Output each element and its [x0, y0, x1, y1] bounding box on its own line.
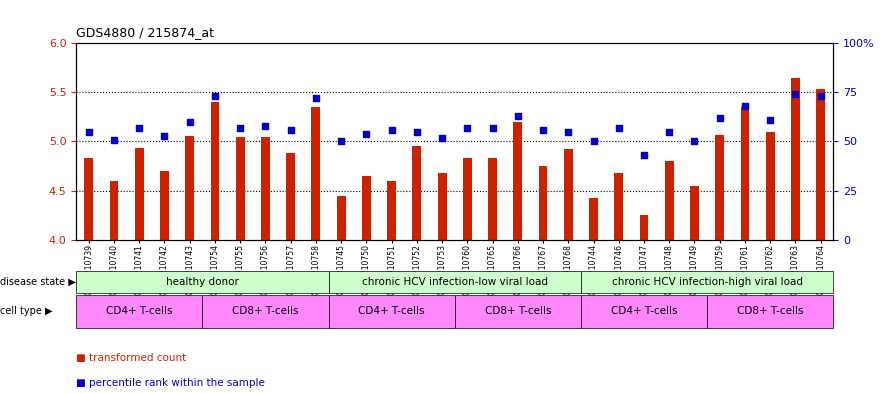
Point [435, 134, 449, 141]
Point [334, 138, 349, 145]
Bar [134, 148, 143, 240]
Point [233, 125, 247, 131]
Text: ■ transformed count: ■ transformed count [76, 353, 186, 363]
Point [309, 95, 323, 101]
Point [612, 125, 626, 131]
Point [712, 115, 727, 121]
Text: GDS4880 / 215874_at: GDS4880 / 215874_at [76, 26, 214, 39]
Text: disease state ▶: disease state ▶ [0, 277, 76, 287]
Bar [362, 176, 371, 240]
Point [258, 123, 272, 129]
Bar [286, 153, 295, 240]
Bar [202, 295, 329, 328]
Bar [236, 136, 245, 240]
Bar [615, 173, 624, 240]
Bar [185, 136, 194, 240]
Point [511, 113, 525, 119]
Point [737, 103, 752, 109]
Bar [211, 102, 220, 240]
Point [586, 138, 600, 145]
Text: chronic HCV infection-high viral load: chronic HCV infection-high viral load [612, 277, 803, 287]
Point [561, 129, 575, 135]
Bar [581, 295, 707, 328]
Point [107, 136, 121, 143]
Text: healthy donor: healthy donor [166, 277, 239, 287]
Bar [740, 107, 749, 240]
Text: CD8+ T-cells: CD8+ T-cells [232, 307, 298, 316]
Point [183, 119, 197, 125]
Text: CD8+ T-cells: CD8+ T-cells [737, 307, 804, 316]
Bar [816, 89, 825, 240]
Bar [76, 295, 202, 328]
Point [359, 130, 374, 137]
Bar [715, 134, 724, 240]
Point [82, 129, 96, 135]
Bar [690, 185, 699, 240]
Bar [329, 271, 581, 293]
Bar [463, 158, 472, 240]
Bar [109, 181, 118, 240]
Bar [538, 166, 547, 240]
Point [486, 125, 500, 131]
Text: CD4+ T-cells: CD4+ T-cells [358, 307, 425, 316]
Point [763, 117, 778, 123]
Bar [589, 198, 598, 240]
Bar [160, 171, 169, 240]
Point [536, 127, 550, 133]
Bar [513, 122, 522, 240]
Bar [581, 271, 833, 293]
Point [662, 129, 676, 135]
Point [158, 132, 172, 139]
Point [384, 127, 399, 133]
Text: cell type ▶: cell type ▶ [0, 307, 53, 316]
Point [637, 152, 651, 158]
Bar [640, 215, 649, 240]
Point [687, 138, 702, 145]
Bar [312, 107, 321, 240]
Point [461, 125, 475, 131]
Text: CD8+ T-cells: CD8+ T-cells [485, 307, 551, 316]
Bar [261, 136, 270, 240]
Bar [665, 161, 674, 240]
Bar [337, 195, 346, 240]
Bar [387, 181, 396, 240]
Bar [76, 271, 329, 293]
Text: chronic HCV infection-low viral load: chronic HCV infection-low viral load [362, 277, 547, 287]
Text: CD4+ T-cells: CD4+ T-cells [611, 307, 677, 316]
Point [283, 127, 297, 133]
Point [208, 93, 222, 99]
Bar [84, 158, 93, 240]
Bar [488, 158, 497, 240]
Point [788, 91, 803, 97]
Bar [455, 295, 581, 328]
Text: CD4+ T-cells: CD4+ T-cells [106, 307, 173, 316]
Point [814, 93, 828, 99]
Bar [766, 132, 775, 240]
Bar [791, 77, 800, 240]
Text: ■ percentile rank within the sample: ■ percentile rank within the sample [76, 378, 265, 388]
Bar [412, 146, 421, 240]
Point [409, 129, 424, 135]
Bar [329, 295, 455, 328]
Bar [707, 295, 833, 328]
Point [132, 125, 146, 131]
Bar [564, 149, 573, 240]
Bar [437, 173, 446, 240]
